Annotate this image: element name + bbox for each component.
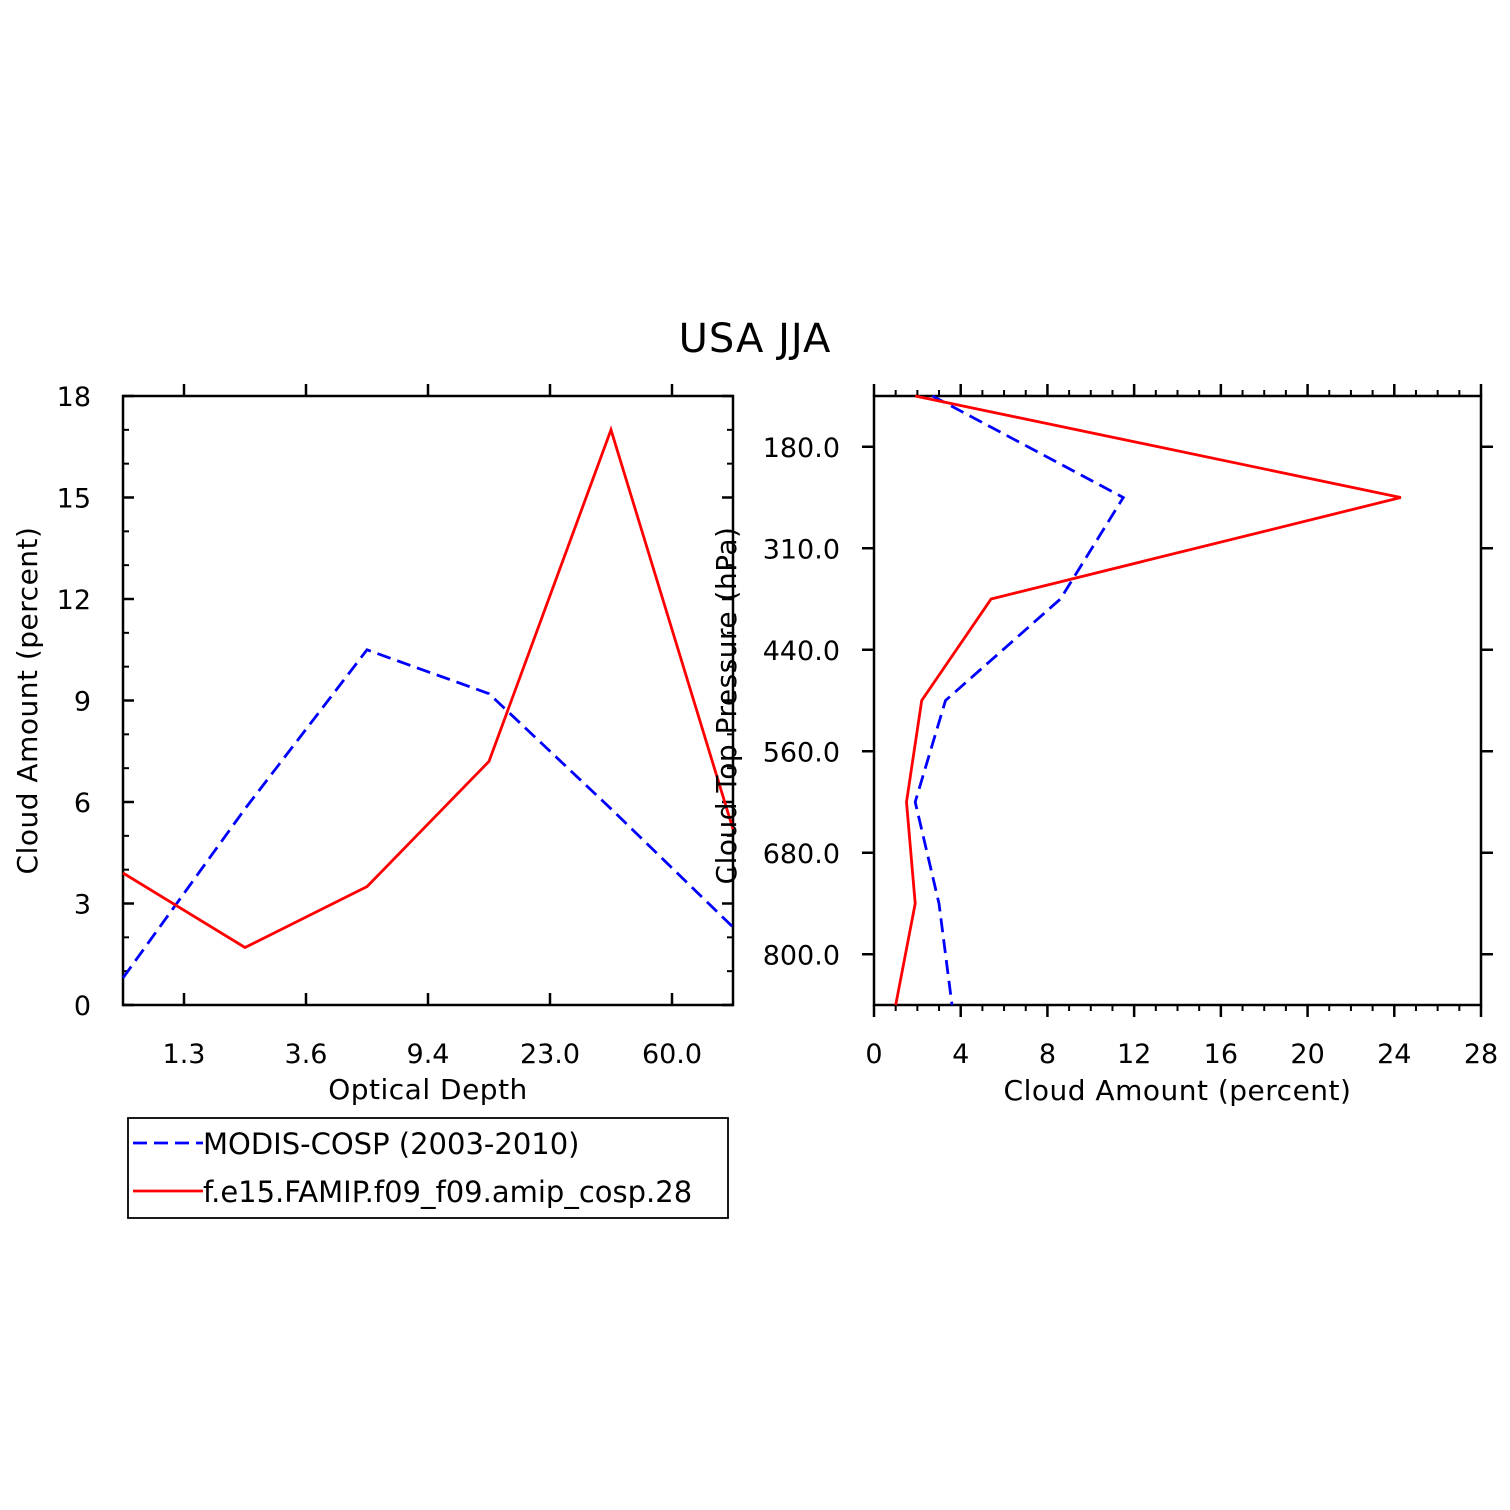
right-x-tick-label: 28 bbox=[1464, 1039, 1498, 1070]
right-series-modis-line bbox=[913, 394, 1126, 1006]
left-y-tick-label: 15 bbox=[57, 484, 91, 515]
right-x-axis-label: Cloud Amount (percent) bbox=[1004, 1074, 1352, 1107]
right-x-tick-label: 8 bbox=[1039, 1039, 1056, 1070]
left-x-tick-label: 9.4 bbox=[407, 1039, 450, 1070]
left-y-tick-label: 9 bbox=[74, 687, 91, 718]
left-y-tick-label: 18 bbox=[57, 382, 91, 413]
left-series-model-line bbox=[122, 425, 735, 950]
right-x-tick-label: 16 bbox=[1204, 1039, 1238, 1070]
legend-label-model: f.e15.FAMIP.f09_f09.amip_cosp.28 bbox=[203, 1175, 692, 1209]
left-x-axis-label: Optical Depth bbox=[328, 1073, 528, 1106]
left-x-tick-label: 23.0 bbox=[520, 1039, 580, 1070]
right-panel: 0 4 8 12 16 20 24 28 180.0 310.0 440.0 560.0 680.0 80… bbox=[710, 384, 1498, 1107]
right-y-axis-label: Cloud Top Pressure (hPa) bbox=[710, 527, 743, 885]
right-plot-frame bbox=[872, 394, 1483, 1007]
left-y-tick-label: 0 bbox=[74, 991, 91, 1022]
right-series-model-line bbox=[894, 394, 1402, 1006]
left-y-tick-label: 12 bbox=[57, 585, 91, 616]
left-x-tick-label: 3.6 bbox=[285, 1039, 328, 1070]
left-x-tick-label: 60.0 bbox=[642, 1039, 702, 1070]
left-series-modis-line bbox=[121, 648, 734, 979]
legend-label-modis: MODIS-COSP (2003-2010) bbox=[203, 1127, 580, 1161]
right-y-tick-label: 180.0 bbox=[763, 433, 840, 464]
right-x-tick-label: 4 bbox=[952, 1039, 969, 1070]
right-y-tick-label: 680.0 bbox=[763, 839, 840, 870]
right-y-tick-label: 310.0 bbox=[763, 534, 840, 565]
right-x-tick-label: 24 bbox=[1377, 1039, 1411, 1070]
right-x-tick-label: 20 bbox=[1290, 1039, 1324, 1070]
right-x-tick-label: 12 bbox=[1117, 1039, 1151, 1070]
legend: MODIS-COSP (2003-2010) f.e15.FAMIP.f09_f… bbox=[127, 1117, 729, 1219]
right-y-tick-label: 440.0 bbox=[763, 636, 840, 667]
right-x-tick-label: 0 bbox=[865, 1039, 882, 1070]
left-plot-frame bbox=[121, 394, 735, 1007]
legend-box bbox=[127, 1117, 729, 1219]
left-y-tick-label: 3 bbox=[74, 890, 91, 921]
left-panel: 0 3 6 9 12 15 18 1.3 3.6 9.4 23.0 60.0 Optical Depth… bbox=[11, 382, 735, 1106]
left-x-tick-label: 1.3 bbox=[163, 1039, 206, 1070]
left-y-tick-label: 6 bbox=[74, 788, 91, 819]
right-y-tick-label: 560.0 bbox=[763, 737, 840, 768]
chart-title: USA JJA bbox=[679, 316, 832, 362]
right-y-tick-label: 800.0 bbox=[763, 940, 840, 971]
left-y-axis-label: Cloud Amount (percent) bbox=[11, 527, 44, 875]
